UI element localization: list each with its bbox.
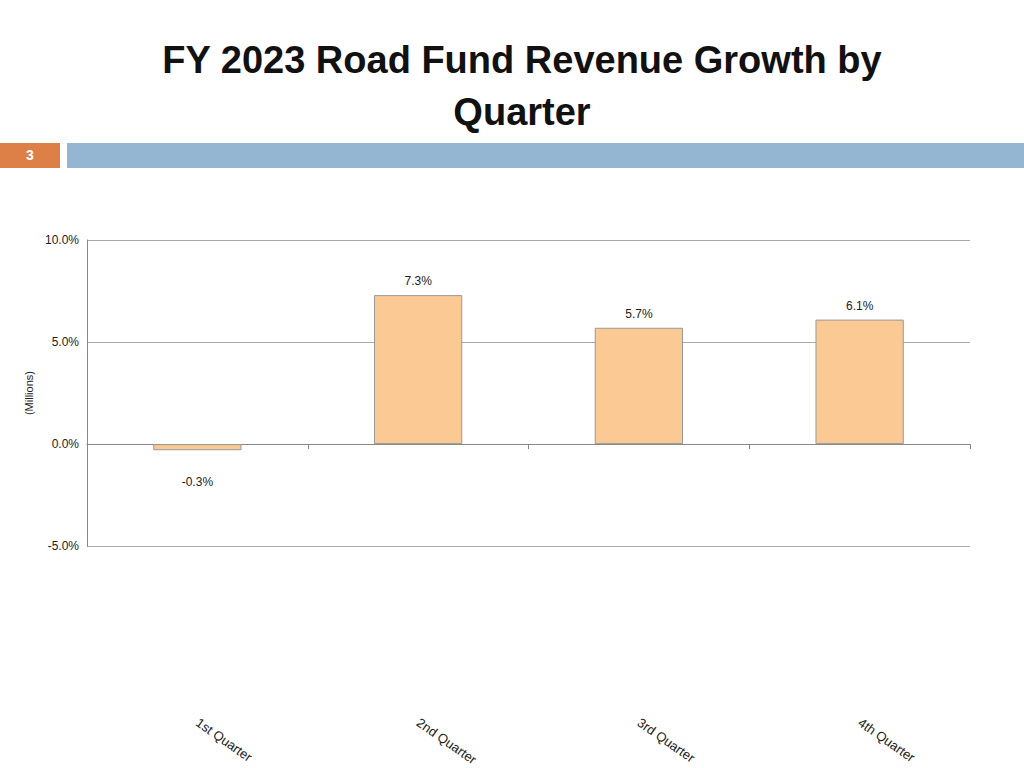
svg-text:7.3%: 7.3% [404, 274, 432, 288]
svg-text:5.0%: 5.0% [52, 335, 80, 349]
html-text:FY 2023 Road Fund Revenue Grow: FY 2023 Road Fund Revenue Growth by Quar… [162, 39, 882, 133]
svg-text:4th Quarter: 4th Quarter [855, 715, 918, 765]
svg-text:0.0%: 0.0% [52, 437, 80, 451]
svg-text:6.1%: 6.1% [846, 299, 874, 313]
svg-text:(Millions): (Millions) [23, 371, 35, 415]
svg-text:5.7%: 5.7% [625, 307, 653, 321]
svg-text:-0.3%: -0.3% [182, 475, 214, 489]
svg-text:10.0%: 10.0% [45, 233, 79, 247]
svg-text:2nd Quarter: 2nd Quarter [414, 715, 480, 767]
svg-text:3rd Quarter: 3rd Quarter [635, 715, 699, 766]
svg-text:1st Quarter: 1st Quarter [193, 715, 255, 765]
svg-text:-5.0%: -5.0% [48, 539, 80, 553]
html-text:3: 3 [26, 147, 34, 163]
